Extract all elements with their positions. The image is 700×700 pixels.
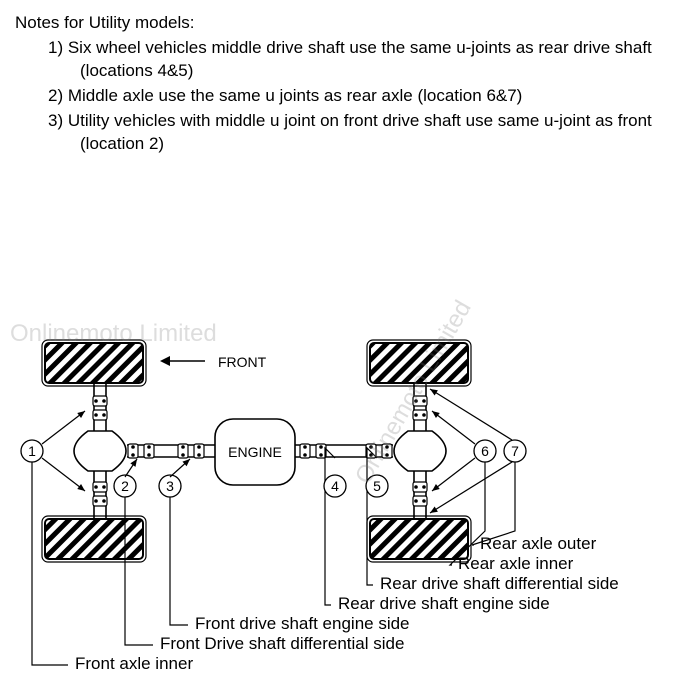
- svg-text:3: 3: [166, 478, 174, 494]
- svg-text:2: 2: [121, 478, 129, 494]
- svg-text:Front Drive shaft differential: Front Drive shaft differential side: [160, 634, 404, 653]
- svg-text:ENGINE: ENGINE: [228, 444, 282, 460]
- note-item: 2) Middle axle use the same u joints as …: [15, 85, 685, 108]
- svg-text:5: 5: [373, 478, 381, 494]
- svg-text:Front axle inner: Front axle inner: [75, 654, 193, 673]
- svg-text:Rear axle inner: Rear axle inner: [458, 554, 574, 573]
- svg-text:4: 4: [331, 478, 339, 494]
- svg-text:Rear axle outer: Rear axle outer: [480, 534, 597, 553]
- svg-text:Rear drive shaft engine side: Rear drive shaft engine side: [338, 594, 550, 613]
- note-item: 1) Six wheel vehicles middle drive shaft…: [15, 37, 685, 83]
- svg-text:FRONT: FRONT: [218, 354, 267, 370]
- svg-text:Rear drive shaft differential: Rear drive shaft differential side: [380, 574, 619, 593]
- notes-title: Notes for Utility models:: [15, 12, 685, 35]
- svg-text:1: 1: [28, 443, 36, 459]
- drivetrain-diagram: ENGINE FRONT Front axle inner 1 Front Drive …: [0, 161, 700, 691]
- svg-text:7: 7: [511, 443, 519, 459]
- notes-block: Notes for Utility models: 1) Six wheel v…: [0, 0, 700, 161]
- svg-text:Front drive shaft engine side: Front drive shaft engine side: [195, 614, 410, 633]
- svg-text:6: 6: [481, 443, 489, 459]
- note-item: 3) Utility vehicles with middle u joint …: [15, 110, 685, 156]
